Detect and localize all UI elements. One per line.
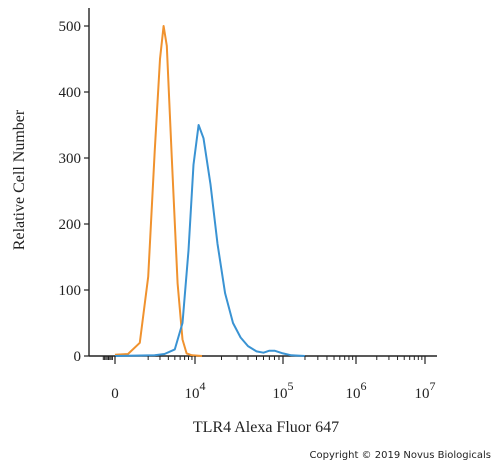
axes: [88, 8, 437, 357]
x-tick-label: 104: [185, 379, 206, 402]
y-tick-label: 500: [59, 19, 82, 35]
y-axis-title: Relative Cell Number: [11, 109, 28, 250]
y-tick-label: 400: [59, 85, 82, 101]
x-tick-label: 0: [111, 386, 119, 402]
x-axis-title: TLR4 Alexa Fluor 647: [193, 419, 339, 436]
ticks: 0 100 200 300 400 500 0 104 105 106 107: [59, 19, 436, 402]
histogram-series-1: [114, 25, 203, 357]
y-tick-label: 300: [59, 151, 82, 167]
histogram-series-2: [114, 124, 306, 357]
y-tick-label: 200: [59, 217, 82, 233]
copyright-notice: Copyright © 2019 Novus Biologicals: [309, 450, 491, 461]
y-tick-label: 0: [74, 349, 82, 365]
y-tick-label: 100: [59, 283, 82, 299]
series-layer: [114, 25, 306, 357]
x-tick-label: 105: [273, 379, 294, 402]
x-tick-label: 106: [346, 379, 367, 402]
x-tick-label: 107: [415, 379, 436, 402]
